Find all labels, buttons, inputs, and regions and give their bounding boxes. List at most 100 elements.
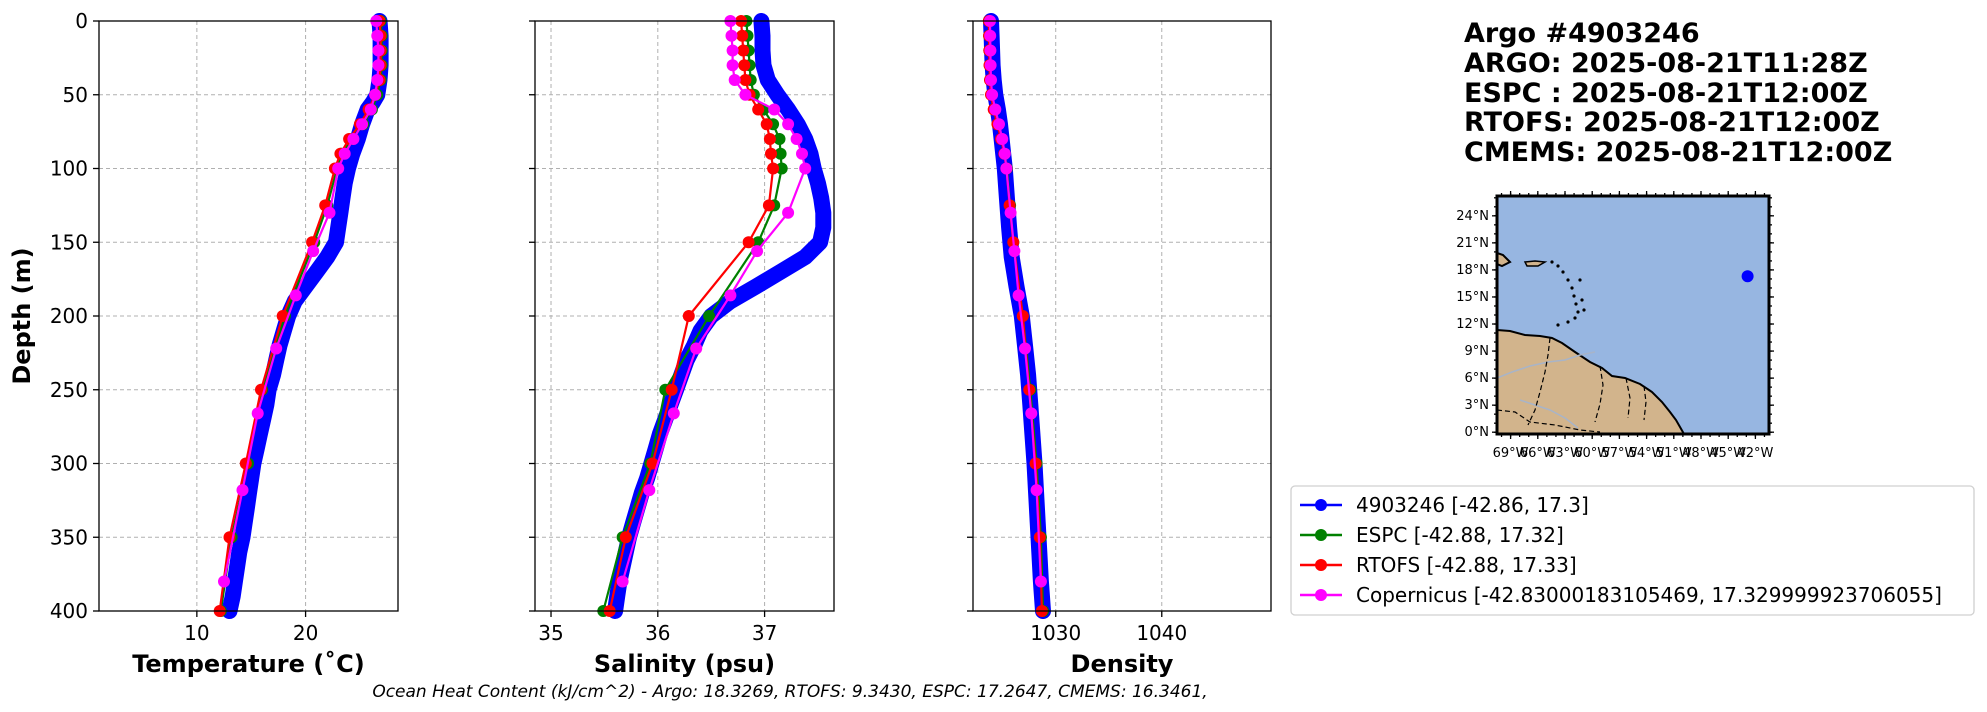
data-point-copernicus: [998, 147, 1011, 160]
title-line-argo-id: Argo #4903246: [1464, 18, 1700, 49]
data-point-copernicus: [796, 147, 808, 160]
map-lon-label: 45°W: [1710, 446, 1746, 461]
data-point-copernicus: [372, 59, 385, 72]
legend-marker: [1315, 529, 1327, 541]
y-tick-label: 400: [50, 599, 88, 623]
map-ticks: 24°N 21°N 18°N 15°N 12°N 9°N 6°N 3°N 0°N69°W66°W…: [1456, 191, 1774, 461]
data-point-copernicus: [768, 103, 781, 116]
data-point-copernicus: [371, 29, 384, 42]
data-point-rtofs: [767, 162, 780, 175]
salinity-panel: 35 36 37 Salinity (psu): [529, 13, 835, 678]
data-point-copernicus: [289, 289, 302, 302]
series-line-4903246: [607, 13, 832, 619]
map-lon-label: 63°W: [1547, 446, 1583, 461]
map-lat-label: 21°N: [1456, 236, 1489, 251]
legend-label: RTOFS [-42.88, 17.33]: [1356, 553, 1577, 577]
data-point-espc: [775, 162, 788, 175]
data-point-copernicus: [323, 206, 336, 219]
map-border: [1625, 377, 1631, 419]
map-island: [1497, 251, 1512, 268]
data-point-rtofs: [276, 310, 289, 322]
map-lat-label: 6°N: [1465, 371, 1490, 386]
data-point-copernicus: [690, 342, 703, 355]
x-tick-label: 20: [293, 621, 318, 645]
map-lon-label: 66°W: [1520, 446, 1556, 461]
title-line-espc-time: ESPC : 2025-08-21T12:00Z: [1464, 78, 1868, 109]
data-point-copernicus: [371, 74, 384, 86]
map-border: [1643, 385, 1647, 421]
float-location-marker: [1741, 270, 1754, 283]
data-point-copernicus: [643, 484, 656, 497]
map-lat-label: 18°N: [1456, 263, 1489, 278]
data-point-rtofs: [665, 383, 678, 396]
map-lesser-antilles: [1550, 260, 1586, 327]
map-lon-label: 69°W: [1493, 446, 1529, 461]
x-tick-label: 1040: [1136, 621, 1187, 645]
data-point-copernicus: [616, 575, 629, 588]
data-point-copernicus: [985, 74, 997, 86]
data-point-espc: [703, 310, 716, 322]
data-point-copernicus: [1004, 206, 1017, 219]
map-border: [1594, 365, 1604, 423]
x-axis-label: Salinity (psu): [594, 650, 775, 678]
x-tick-label: 1030: [1030, 621, 1081, 645]
map-lat-label: 15°N: [1456, 290, 1489, 305]
data-point-copernicus: [364, 103, 377, 116]
data-point-rtofs: [736, 29, 749, 42]
y-tick-label: 200: [50, 304, 88, 328]
title-block: Argo #4903246 ARGO: 2025-08-21T11:28Z ES…: [1464, 18, 1892, 168]
data-point-rtofs: [763, 133, 776, 145]
map-river: [1519, 399, 1579, 429]
data-point-rtofs: [760, 118, 773, 131]
legend-box: [1290, 485, 1975, 616]
y-axis-label: Depth (m): [8, 247, 36, 384]
data-point-copernicus: [332, 162, 345, 175]
data-point-copernicus: [782, 206, 795, 219]
data-point-copernicus: [1008, 245, 1021, 258]
data-point-copernicus: [726, 44, 739, 57]
data-point-copernicus: [724, 289, 737, 302]
title-line-cmems-time: CMEMS: 2025-08-21T12:00Z: [1464, 137, 1892, 168]
data-point-copernicus: [236, 484, 249, 497]
y-tick-label: 350: [50, 525, 88, 549]
data-point-copernicus: [782, 118, 795, 131]
x-tick-label: 37: [752, 621, 777, 645]
data-point-copernicus: [751, 245, 764, 258]
data-point-copernicus: [1025, 407, 1038, 420]
title-line-rtofs-time: RTOFS: 2025-08-21T12:00Z: [1464, 107, 1880, 138]
data-point-copernicus: [307, 245, 320, 258]
data-point-espc: [774, 147, 787, 160]
legend-marker: [1315, 589, 1327, 601]
map-lon-label: 42°W: [1737, 446, 1773, 461]
ocean-heat-content-text: Ocean Heat Content (kJ/cm^2) - Argo: 18.…: [372, 682, 1207, 702]
map-lon-label: 51°W: [1656, 446, 1692, 461]
data-point-rtofs: [742, 236, 755, 249]
data-point-copernicus: [984, 29, 997, 42]
data-point-copernicus: [218, 575, 230, 588]
data-point-rtofs: [239, 457, 252, 470]
data-point-copernicus: [984, 59, 997, 72]
map-lon-label: 57°W: [1601, 446, 1637, 461]
map-lon-label: 48°W: [1683, 446, 1719, 461]
data-point-copernicus: [372, 44, 385, 57]
map-lon-label: 54°W: [1629, 446, 1665, 461]
map-island: [1523, 260, 1548, 267]
data-point-espc: [773, 133, 786, 145]
data-point-copernicus: [799, 162, 812, 175]
temperature-panel: 10 20050100150200250300350400Temperature …: [50, 9, 399, 678]
map-lat-label: 24°N: [1456, 209, 1489, 224]
data-point-copernicus: [725, 29, 738, 42]
data-point-copernicus: [1034, 575, 1047, 588]
data-point-copernicus: [728, 74, 741, 86]
data-point-copernicus: [1030, 484, 1043, 497]
location-map: 24°N 21°N 18°N 15°N 12°N 9°N 6°N 3°N 0°N69°W66°W…: [1456, 191, 1774, 461]
data-point-copernicus: [251, 407, 264, 420]
map-lat-label: 9°N: [1465, 344, 1490, 359]
data-point-copernicus: [996, 133, 1009, 145]
map-lat-label: 0°N: [1465, 425, 1490, 440]
data-point-copernicus: [993, 118, 1005, 131]
data-point-copernicus: [356, 118, 369, 131]
data-point-copernicus: [989, 103, 1002, 116]
data-point-copernicus: [726, 59, 739, 72]
data-point-copernicus: [1019, 342, 1031, 355]
